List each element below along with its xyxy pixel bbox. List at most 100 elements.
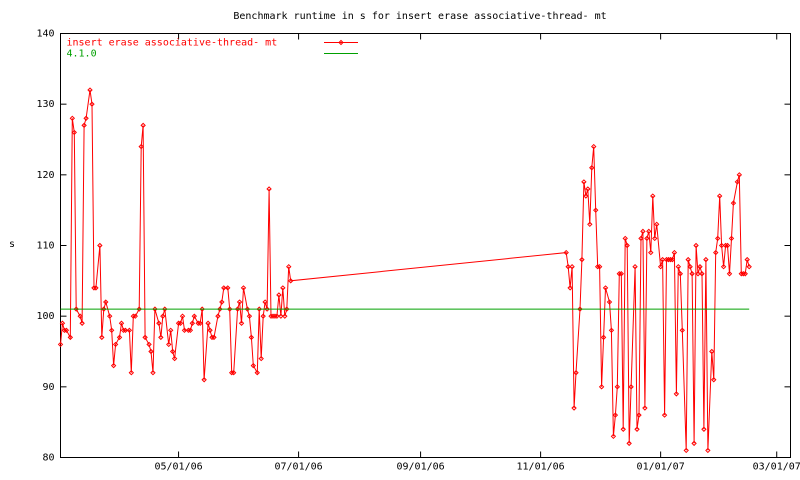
data-point — [711, 377, 717, 383]
data-point — [175, 320, 182, 326]
data-point — [197, 320, 203, 326]
data-point — [116, 334, 123, 341]
data-point — [606, 299, 613, 305]
data-point — [714, 235, 721, 242]
data-point — [579, 256, 585, 263]
data-point — [734, 179, 741, 185]
data-point — [126, 327, 133, 334]
x-tick-label: 01/01/07 — [637, 462, 685, 473]
data-point — [240, 285, 247, 291]
data-point — [246, 313, 253, 319]
data-point — [130, 313, 137, 319]
data-point — [616, 271, 623, 277]
data-point — [685, 256, 691, 263]
data-point — [280, 285, 286, 291]
legend-marker — [338, 39, 344, 46]
legend-label: insert erase associative-thread- mt — [67, 38, 278, 49]
data-point — [71, 129, 77, 136]
y-tick-label: 100 — [36, 311, 54, 322]
data-point — [569, 263, 575, 270]
data-point — [646, 228, 652, 235]
data-point — [722, 242, 729, 249]
data-point — [77, 313, 83, 319]
data-point — [699, 271, 705, 277]
data-point — [189, 320, 196, 326]
x-tick-label: 03/01/07 — [753, 462, 800, 473]
data-point — [219, 299, 225, 305]
data-point — [97, 242, 103, 249]
data-point — [585, 186, 591, 192]
data-point — [79, 320, 85, 326]
x-tick-label: 11/01/06 — [517, 462, 565, 473]
data-point — [628, 384, 634, 390]
data-point — [118, 320, 125, 326]
data-point — [689, 271, 695, 277]
data-point — [736, 172, 743, 178]
data-point — [158, 334, 164, 341]
data-point — [230, 369, 237, 376]
data-point — [89, 101, 95, 107]
data-point — [701, 426, 707, 432]
data-point — [720, 263, 727, 270]
data-point — [661, 412, 668, 418]
y-tick-label: 130 — [36, 99, 54, 110]
data-point — [81, 122, 87, 129]
data-point — [171, 355, 178, 362]
data-point — [667, 256, 674, 263]
data-point — [61, 327, 68, 334]
data-point — [693, 242, 699, 249]
x-tick-label: 09/01/06 — [396, 462, 444, 473]
x-tick-label: 05/01/06 — [154, 462, 202, 473]
data-point — [238, 320, 245, 326]
data-point — [573, 369, 579, 376]
data-point — [99, 334, 105, 341]
data-point — [167, 327, 174, 334]
data-point — [683, 447, 689, 454]
data-point — [634, 426, 640, 432]
data-point — [266, 186, 272, 192]
data-point — [648, 249, 654, 256]
data-point — [288, 278, 294, 284]
data-point — [166, 341, 172, 348]
data-point — [724, 242, 731, 249]
data-point — [653, 221, 660, 228]
data-point — [703, 256, 709, 263]
data-point — [146, 341, 152, 348]
data-point — [587, 221, 593, 228]
data-point — [132, 313, 138, 319]
data-point — [622, 235, 628, 242]
data-point — [57, 341, 64, 348]
data-point — [258, 355, 264, 362]
data-point — [128, 369, 135, 376]
data-point — [596, 263, 603, 270]
data-point — [69, 115, 76, 122]
data-point — [677, 271, 684, 277]
data-point — [679, 327, 685, 334]
data-point — [225, 285, 231, 291]
data-point — [594, 263, 601, 270]
data-point — [591, 143, 597, 150]
data-point — [638, 235, 644, 242]
data-point — [583, 193, 589, 199]
data-point — [716, 193, 723, 199]
data-point — [179, 313, 186, 319]
data-point — [160, 313, 166, 319]
data-point — [652, 235, 658, 242]
data-point — [581, 179, 587, 185]
chart-title: Benchmark runtime in s for insert erase … — [233, 11, 606, 22]
x-tick-label: 07/01/06 — [275, 462, 323, 473]
data-point — [142, 334, 148, 341]
legend-label: 4.1.0 — [67, 49, 97, 60]
data-point — [618, 271, 624, 277]
data-point — [276, 292, 282, 298]
data-point — [602, 285, 609, 291]
data-point — [624, 242, 630, 249]
data-point — [106, 313, 113, 319]
data-point — [228, 369, 235, 376]
data-point — [156, 320, 162, 326]
data-point — [746, 263, 752, 270]
data-point — [571, 405, 577, 411]
data-point — [83, 115, 89, 122]
data-point — [742, 271, 748, 277]
